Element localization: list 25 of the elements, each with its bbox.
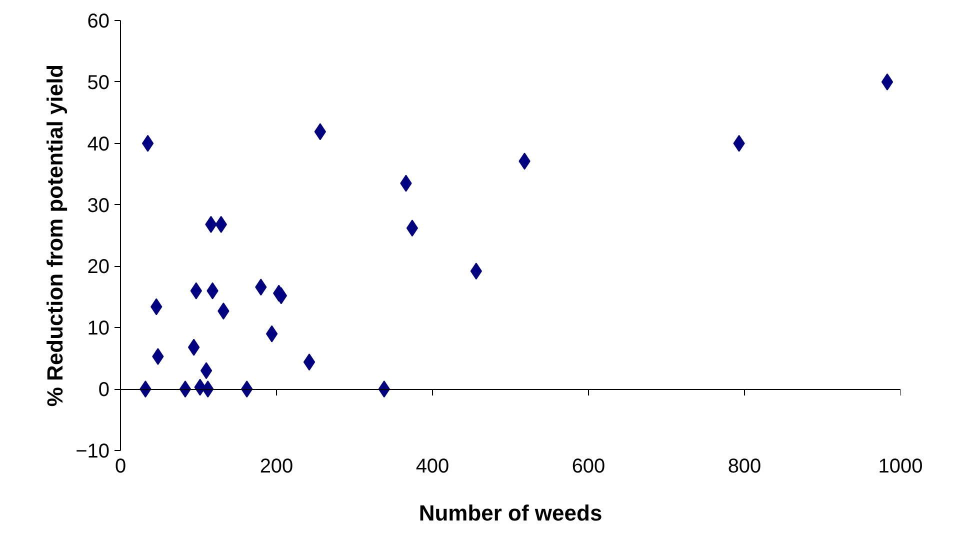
y-tick-label: 10	[87, 318, 110, 340]
y-tick-label: −10	[76, 440, 110, 462]
y-tick-label: 0	[98, 379, 110, 402]
x-axis-title: Number of weeds	[418, 500, 602, 526]
x-tick-label: 0	[114, 456, 126, 478]
y-tick-label: 60	[87, 10, 110, 32]
point	[142, 134, 154, 152]
y-tick-label: 50	[87, 72, 110, 94]
y-tick-label: 30	[87, 194, 110, 217]
point	[314, 123, 326, 140]
x-tick-label: 600	[572, 456, 606, 478]
point	[303, 354, 316, 371]
point	[406, 220, 418, 237]
point	[200, 362, 212, 380]
point	[188, 338, 200, 356]
point	[266, 325, 278, 342]
x-tick-label: 1000	[878, 456, 923, 478]
y-tick-label: 20	[87, 256, 110, 278]
x-tick-label: 400	[416, 456, 450, 478]
y-tick-label: 40	[87, 133, 110, 156]
x-tick-label: 800	[728, 456, 762, 478]
point	[881, 73, 894, 90]
y-axis-title: % Reduction from potential yield	[42, 64, 68, 407]
x-tick-label: 200	[260, 456, 294, 478]
point	[470, 262, 482, 280]
